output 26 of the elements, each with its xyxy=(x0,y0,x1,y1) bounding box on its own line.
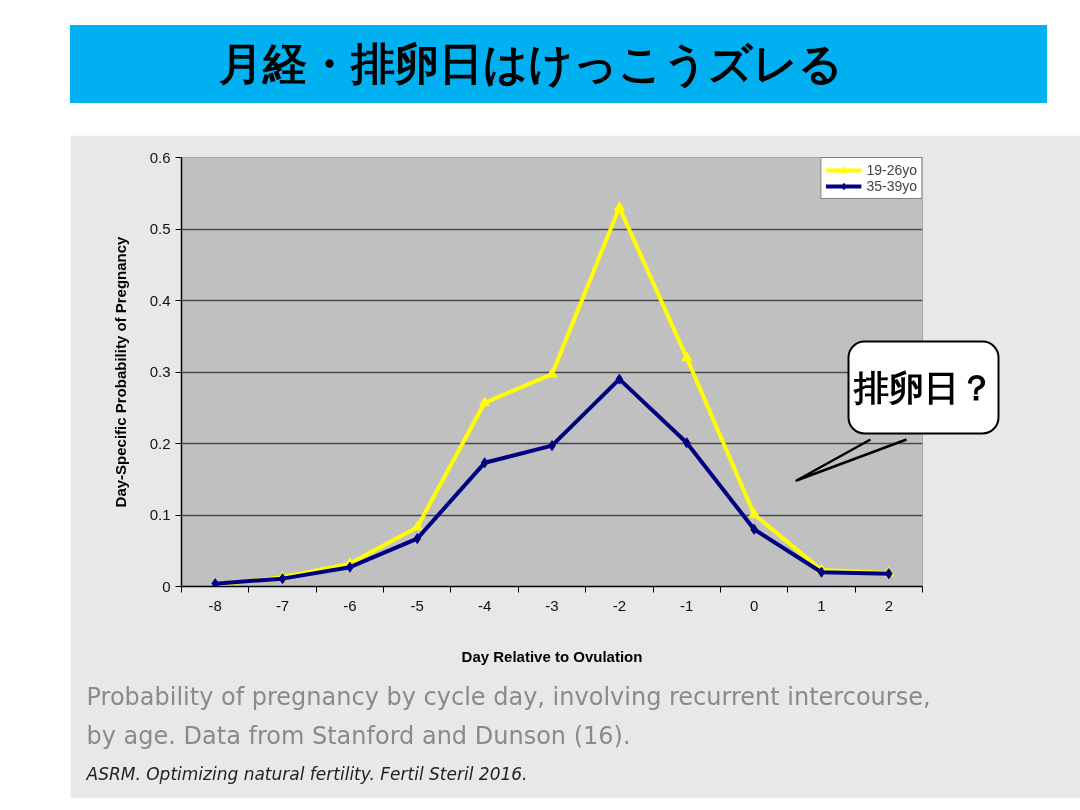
text: Probability of pregnancy by cycle day, involving recurrent intercourse, by age. Data from Stanford and Dunson (16). xyxy=(86,682,931,750)
y-tick-label: 0.1 xyxy=(149,506,171,523)
x-tick-label: -1 xyxy=(680,596,694,614)
y-tick-label: 0.4 xyxy=(149,291,171,309)
y-tick-label: 0 xyxy=(162,577,171,595)
x-axis-title: Day Relative to Ovulation xyxy=(461,647,643,665)
annotation: 排卵日？ xyxy=(852,367,994,408)
x-tick-label: -8 xyxy=(208,596,222,614)
text: ASRM. Optimizing natural fertility. Fertil Steril 2016. xyxy=(85,763,528,784)
x-tick-label: -6 xyxy=(343,596,357,614)
x-tick-label: 0 xyxy=(749,596,759,614)
y-tick-label: 0.6 xyxy=(149,148,171,166)
y-axis-title: Day-Specific Probability of Pregnancy xyxy=(111,235,129,508)
y-tick-label: 0.2 xyxy=(149,434,171,452)
y-tick-label: 0.3 xyxy=(149,363,171,380)
x-tick-label: -3 xyxy=(545,596,559,614)
y-tick-label: 0.5 xyxy=(149,220,171,237)
x-tick-label: -4 xyxy=(477,596,492,614)
x-tick-label: -5 xyxy=(410,596,424,614)
x-tick-label: -2 xyxy=(612,596,627,614)
x-tick-label: -7 xyxy=(275,596,290,614)
x-tick-label: 1 xyxy=(817,596,826,614)
chart-title: 月経・排卵日はけっこうズレる xyxy=(70,25,1047,103)
legend-label: 19-26yo xyxy=(866,162,917,178)
legend-label: 35-39yo xyxy=(866,178,917,194)
x-tick-label: 2 xyxy=(884,596,893,614)
